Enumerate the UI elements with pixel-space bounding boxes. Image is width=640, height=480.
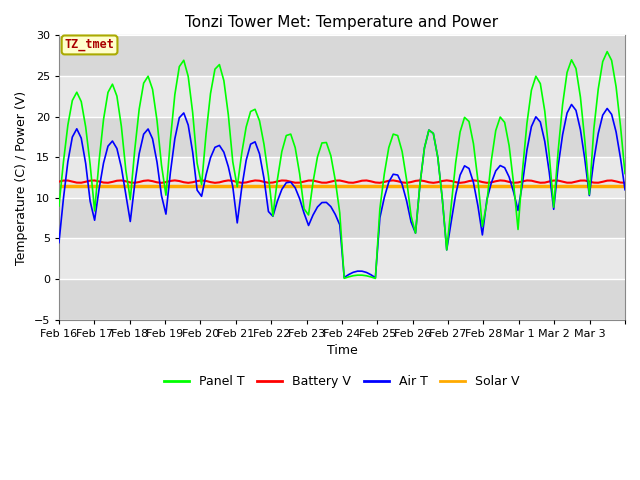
- Legend: Panel T, Battery V, Air T, Solar V: Panel T, Battery V, Air T, Solar V: [159, 370, 525, 393]
- Battery V: [269, 180, 276, 185]
- Solar V: [621, 183, 629, 189]
- Line: Battery V: Battery V: [59, 180, 625, 183]
- Panel T: [621, 170, 629, 176]
- Solar V: [55, 183, 63, 189]
- Air T: [545, 169, 553, 175]
- Battery V: [354, 179, 362, 185]
- Solar V: [541, 183, 548, 189]
- Battery V: [291, 180, 299, 186]
- Air T: [372, 275, 380, 281]
- Air T: [349, 269, 357, 275]
- Battery V: [198, 178, 205, 183]
- Solar V: [193, 183, 201, 189]
- Bar: [59, 157, 625, 198]
- Air T: [287, 179, 294, 185]
- Battery V: [604, 178, 611, 183]
- Solar V: [595, 183, 602, 189]
- Bar: [59, 76, 625, 117]
- Bar: [59, 239, 625, 279]
- Panel T: [55, 203, 63, 209]
- Air T: [55, 240, 63, 245]
- Bar: [59, 198, 625, 239]
- Solar V: [349, 183, 357, 189]
- Panel T: [264, 173, 272, 179]
- Bar: [59, 36, 625, 76]
- Y-axis label: Temperature (C) / Power (V): Temperature (C) / Power (V): [15, 91, 28, 264]
- Air T: [568, 102, 575, 108]
- Panel T: [287, 131, 294, 137]
- Bar: [59, 279, 625, 320]
- Panel T: [372, 276, 380, 281]
- Panel T: [604, 48, 611, 54]
- Battery V: [550, 178, 557, 183]
- Line: Air T: Air T: [59, 105, 625, 278]
- Panel T: [545, 152, 553, 157]
- Line: Panel T: Panel T: [59, 51, 625, 278]
- X-axis label: Time: Time: [326, 344, 357, 357]
- Battery V: [443, 178, 451, 183]
- Air T: [604, 106, 611, 111]
- Solar V: [264, 183, 272, 189]
- Bar: [59, 117, 625, 157]
- Solar V: [287, 183, 294, 189]
- Battery V: [621, 180, 629, 186]
- Battery V: [184, 180, 192, 186]
- Air T: [264, 209, 272, 215]
- Panel T: [193, 160, 201, 166]
- Panel T: [599, 59, 607, 64]
- Air T: [621, 187, 629, 192]
- Air T: [193, 187, 201, 193]
- Battery V: [55, 179, 63, 184]
- Panel T: [349, 273, 357, 278]
- Text: TZ_tmet: TZ_tmet: [65, 38, 115, 51]
- Title: Tonzi Tower Met: Temperature and Power: Tonzi Tower Met: Temperature and Power: [186, 15, 499, 30]
